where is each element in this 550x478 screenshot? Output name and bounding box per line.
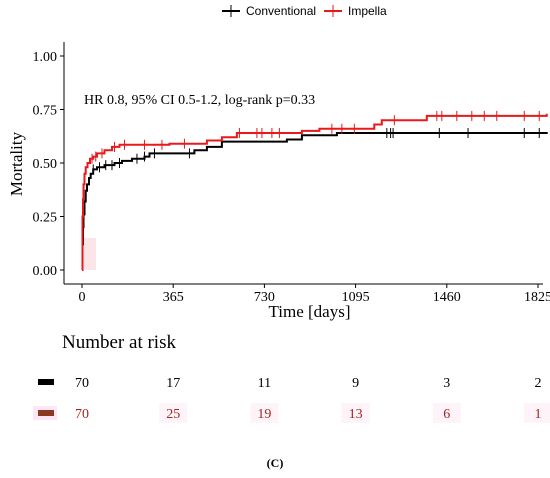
risk-count: 2 bbox=[535, 376, 542, 391]
risk-table-title: Number at risk bbox=[62, 332, 176, 353]
y-tick-label: 1.00 bbox=[33, 50, 58, 65]
risk-count: 13 bbox=[349, 407, 363, 422]
ci-band bbox=[82, 238, 96, 270]
series-line-conventional bbox=[81, 132, 548, 271]
x-tick-label: 1460 bbox=[433, 290, 461, 305]
risk-count: 3 bbox=[443, 376, 450, 391]
risk-count: 17 bbox=[166, 376, 180, 391]
stats-annotation: HR 0.8, 95% CI 0.5-1.2, log-rank p=0.33 bbox=[84, 93, 315, 108]
risk-count: 19 bbox=[257, 407, 271, 422]
risk-cell-bg bbox=[250, 403, 279, 423]
panel-label: (C) bbox=[266, 456, 284, 470]
x-axis-title: Time [days] bbox=[268, 302, 350, 321]
legend-label-impella: Impella bbox=[348, 4, 387, 18]
risk-cell-bg bbox=[341, 403, 370, 423]
y-axis-title: Mortality bbox=[7, 131, 26, 196]
risk-row-swatch bbox=[38, 379, 54, 385]
risk-count: 1 bbox=[535, 407, 542, 422]
y-tick-label: 0.25 bbox=[33, 211, 58, 226]
y-tick-label: 0.00 bbox=[33, 264, 58, 279]
series-line-impella bbox=[81, 113, 548, 271]
x-tick-label: 0 bbox=[79, 290, 86, 305]
risk-count: 9 bbox=[352, 376, 359, 391]
risk-cell-bg bbox=[159, 403, 188, 423]
x-tick-label: 1825 bbox=[524, 290, 550, 305]
y-tick-label: 0.75 bbox=[33, 104, 58, 119]
risk-count: 70 bbox=[75, 407, 89, 422]
x-tick-label: 365 bbox=[163, 290, 184, 305]
risk-count: 25 bbox=[166, 407, 180, 422]
risk-count: 70 bbox=[75, 376, 89, 391]
risk-count: 6 bbox=[443, 407, 450, 422]
legend-label-conventional: Conventional bbox=[246, 4, 316, 18]
risk-cell-bg bbox=[432, 403, 461, 423]
risk-cell-bg bbox=[524, 403, 550, 423]
x-tick-label: 730 bbox=[254, 290, 275, 305]
x-tick-label: 1095 bbox=[342, 290, 370, 305]
risk-row-swatch bbox=[38, 410, 54, 416]
y-tick-label: 0.50 bbox=[33, 157, 58, 172]
risk-count: 11 bbox=[258, 376, 271, 391]
